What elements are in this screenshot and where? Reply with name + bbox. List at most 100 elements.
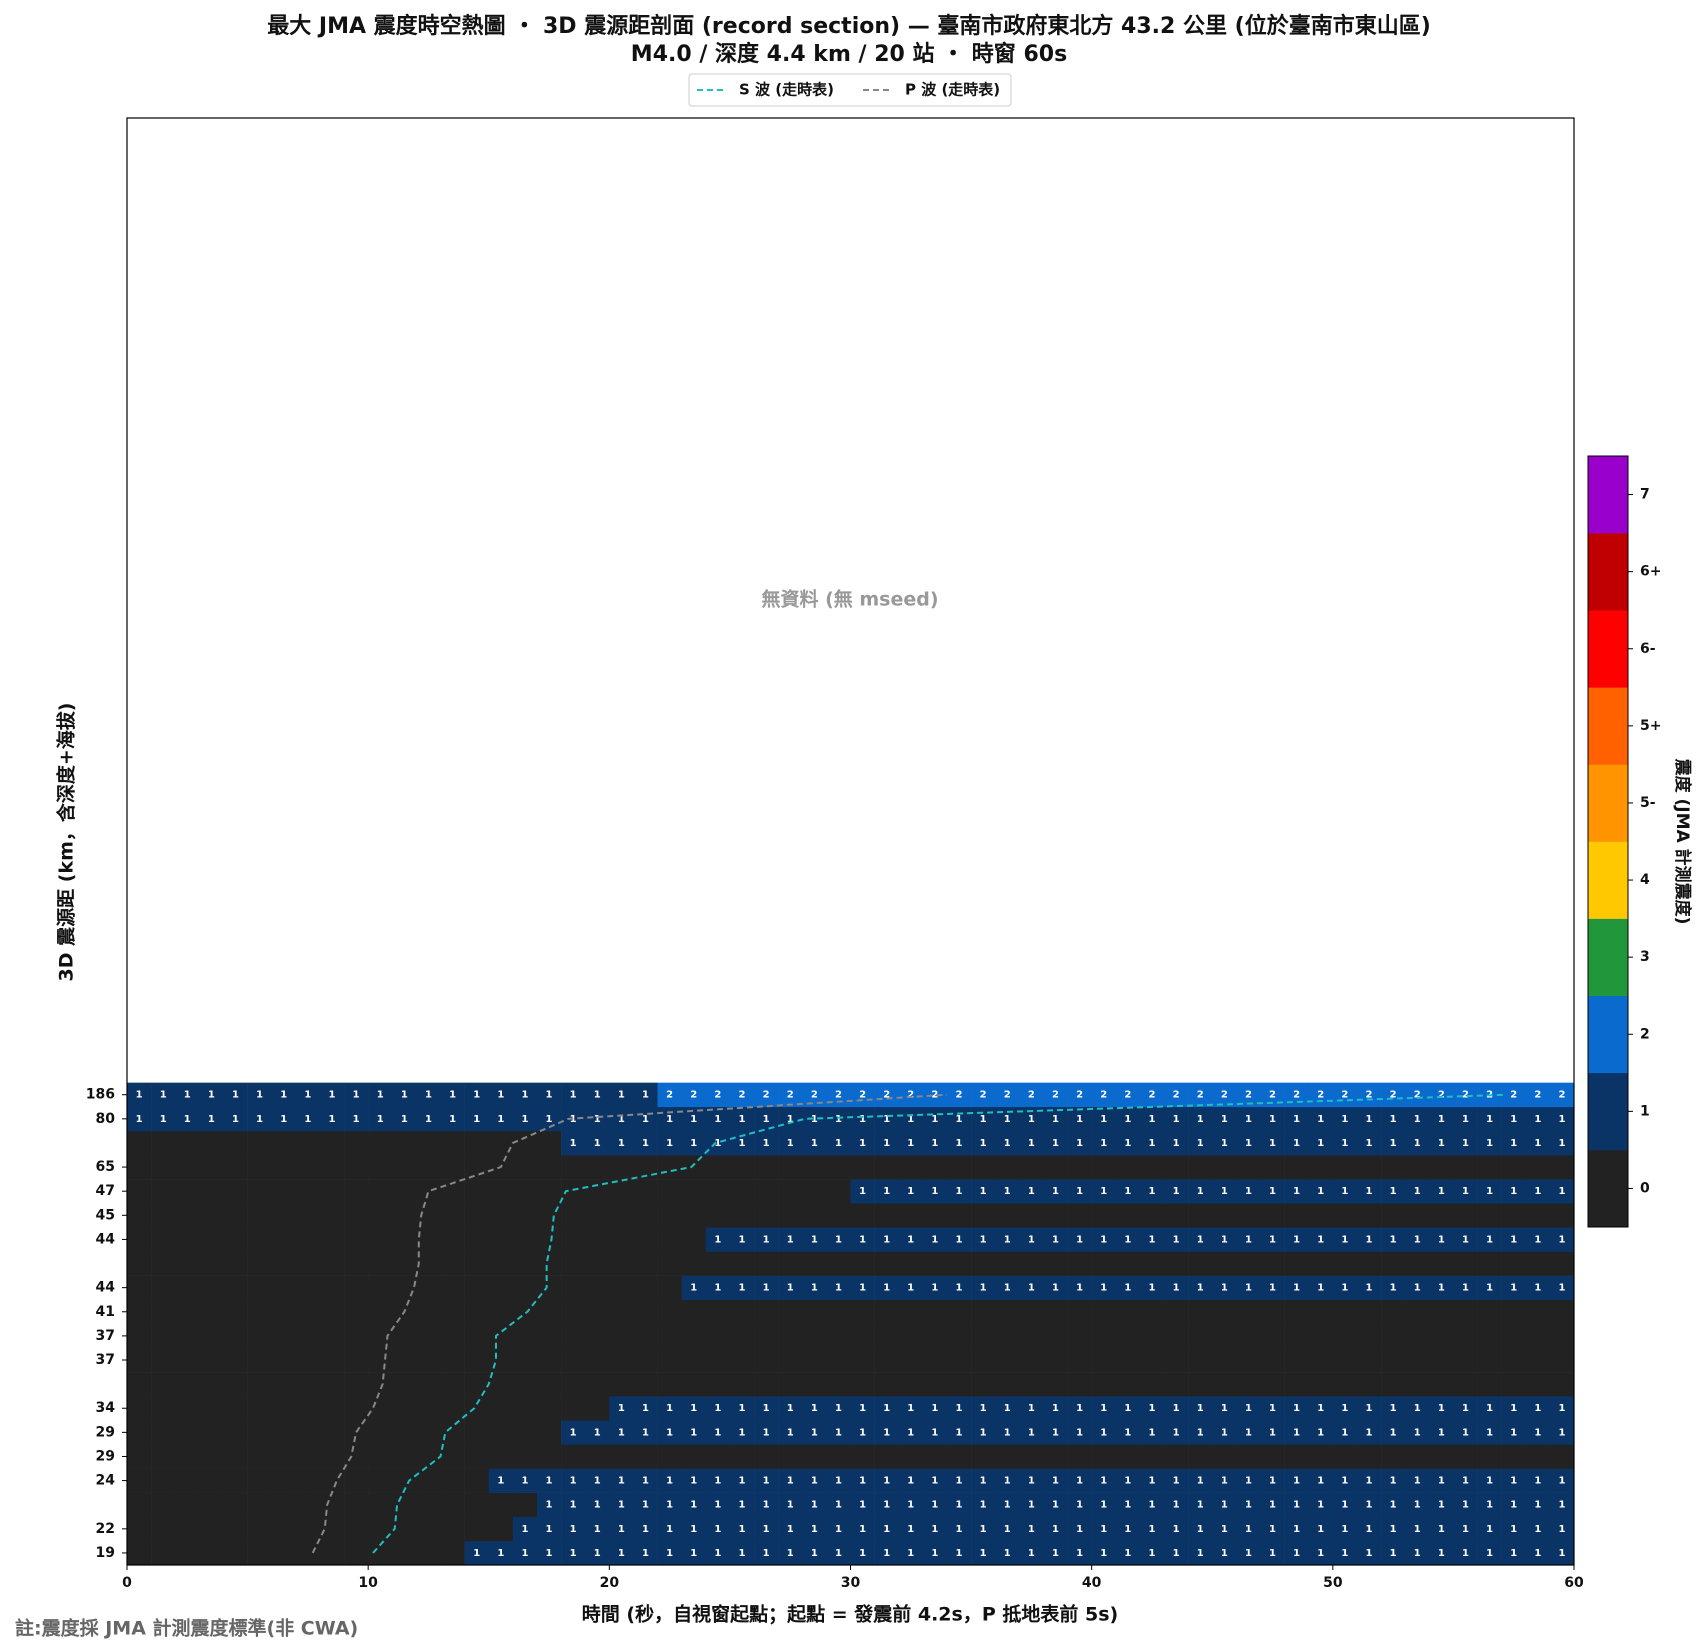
heatmap-cell <box>995 1179 1020 1204</box>
cell-label: 1 <box>1269 1114 1276 1125</box>
heatmap-cell <box>1212 1130 1237 1156</box>
heatmap-cell <box>1381 1468 1406 1493</box>
cell-label: 1 <box>1293 1524 1300 1535</box>
heatmap-cell <box>826 1227 851 1252</box>
heatmap-cell <box>319 1468 345 1493</box>
cell-label: 1 <box>1124 1403 1131 1414</box>
heatmap-cell <box>1525 1347 1551 1373</box>
cell-label: 1 <box>1004 1114 1011 1125</box>
cell-label: 1 <box>714 1427 721 1438</box>
heatmap-cell <box>898 1420 924 1445</box>
cell-label: 1 <box>546 1548 553 1559</box>
cell-label: 1 <box>787 1476 794 1487</box>
cell-label: 1 <box>931 1403 938 1414</box>
heatmap-cell <box>995 1203 1020 1228</box>
cell-label: 1 <box>1076 1427 1083 1438</box>
heatmap-cell <box>1067 1492 1092 1518</box>
cell-label: 1 <box>666 1548 673 1559</box>
heatmap-cell <box>1525 1299 1551 1325</box>
heatmap-cell <box>247 1275 272 1301</box>
cell-label: 1 <box>1317 1548 1324 1559</box>
cell-label: 1 <box>1486 1138 1493 1149</box>
heatmap-cell <box>1381 1082 1406 1108</box>
heatmap-cell <box>1549 1227 1575 1252</box>
heatmap-cell <box>922 1299 948 1325</box>
cell-label: 1 <box>1052 1186 1059 1197</box>
heatmap-cell <box>585 1492 610 1518</box>
heatmap-cell <box>946 1179 972 1204</box>
cell-label: 1 <box>980 1234 987 1245</box>
colorbar-segment <box>1588 918 1628 996</box>
cell-label: 1 <box>1221 1234 1228 1245</box>
y-tick-label: 47 <box>96 1183 115 1199</box>
cell-label: 1 <box>497 1114 504 1125</box>
heatmap-cell <box>561 1203 586 1228</box>
heatmap-cell <box>995 1420 1020 1445</box>
heatmap-cell <box>754 1420 779 1445</box>
heatmap-cell <box>922 1227 948 1252</box>
cell-label: 1 <box>1438 1114 1445 1125</box>
heatmap-cell <box>971 1227 996 1252</box>
heatmap-cell <box>151 1251 176 1276</box>
heatmap-cell <box>850 1299 875 1325</box>
heatmap-cell <box>681 1468 707 1493</box>
heatmap-cell <box>295 1082 321 1108</box>
cell-label: 1 <box>1100 1476 1107 1487</box>
cell-label: 1 <box>1076 1234 1083 1245</box>
cell-label: 1 <box>570 1524 577 1535</box>
heatmap-cell <box>1284 1179 1310 1204</box>
heatmap-cell <box>1236 1227 1261 1252</box>
cell-label: 1 <box>714 1283 721 1294</box>
heatmap-cell <box>1501 1227 1527 1252</box>
heatmap-cell <box>488 1323 514 1349</box>
heatmap-cell <box>536 1444 562 1469</box>
cell-label: 1 <box>1341 1427 1348 1438</box>
heatmap-cell <box>1525 1468 1551 1493</box>
heatmap-cell <box>295 1468 321 1493</box>
heatmap-cell <box>512 1492 538 1518</box>
cell-label: 1 <box>907 1524 914 1535</box>
cell-label: 1 <box>1438 1283 1445 1294</box>
cell-label: 2 <box>859 1090 866 1101</box>
heatmap-cell <box>295 1179 321 1204</box>
heatmap-cell <box>1501 1130 1527 1156</box>
heatmap-cell <box>392 1347 417 1373</box>
heatmap-cell <box>826 1540 851 1566</box>
cell-label: 1 <box>1269 1283 1276 1294</box>
x-tick-label: 20 <box>600 1575 620 1591</box>
cell-label: 2 <box>1052 1090 1059 1101</box>
heatmap-cell <box>1212 1155 1237 1180</box>
cell-label: 1 <box>956 1548 963 1559</box>
heatmap-cell <box>971 1396 996 1421</box>
heatmap-cell <box>995 1372 1020 1397</box>
heatmap-cell <box>1501 1275 1527 1301</box>
heatmap-cell <box>946 1106 972 1132</box>
cell-label: 1 <box>1438 1186 1445 1197</box>
heatmap-cell <box>1429 1203 1454 1228</box>
cell-label: 1 <box>883 1427 890 1438</box>
cell-label: 1 <box>1510 1234 1517 1245</box>
heatmap-cell <box>754 1347 779 1373</box>
heatmap-cell <box>1091 1540 1117 1566</box>
cell-label: 1 <box>883 1403 890 1414</box>
cell-label: 1 <box>1124 1186 1131 1197</box>
heatmap-cell <box>1429 1420 1454 1445</box>
heatmap-cell <box>681 1516 707 1542</box>
heatmap-cell <box>1549 1347 1575 1373</box>
heatmap-cell <box>1019 1468 1044 1493</box>
heatmap-cell <box>1405 1540 1430 1566</box>
heatmap-cell <box>1525 1251 1551 1276</box>
heatmap-cell <box>946 1516 972 1542</box>
heatmap-cell <box>199 1420 224 1445</box>
cell-label: 1 <box>1390 1114 1397 1125</box>
heatmap-cell <box>151 1492 176 1518</box>
heatmap-cell <box>657 1468 682 1493</box>
heatmap-cell <box>1549 1323 1575 1349</box>
heatmap-cell <box>151 1323 176 1349</box>
cell-label: 1 <box>449 1114 456 1125</box>
heatmap-cell <box>681 1082 707 1108</box>
heatmap-cell <box>1067 1203 1092 1228</box>
heatmap-cell <box>295 1372 321 1397</box>
cell-label: 1 <box>594 1476 601 1487</box>
cell-label: 1 <box>618 1548 625 1559</box>
